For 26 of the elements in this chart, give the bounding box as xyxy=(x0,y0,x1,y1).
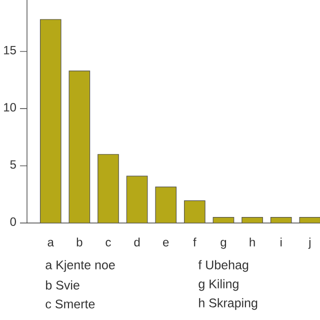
x-tick-label: d xyxy=(134,238,140,246)
x-tick-label: b xyxy=(76,238,82,246)
y-tick-label: 15 xyxy=(4,46,16,54)
y-tick-label: 5 xyxy=(10,160,16,169)
x-tick-label: f xyxy=(193,238,196,246)
y-tick-label: 0 xyxy=(10,217,16,226)
x-tick-label: i xyxy=(280,238,282,246)
text: f Ubehag xyxy=(198,260,248,272)
bar xyxy=(40,19,62,223)
text: a Kjente noe xyxy=(46,260,115,272)
text: g Kiling xyxy=(198,279,238,291)
bar xyxy=(98,154,119,223)
x-tick-label: j xyxy=(308,238,310,249)
text: h Skraping xyxy=(199,298,258,310)
x-tick-label: g xyxy=(220,240,226,249)
bar xyxy=(155,186,177,223)
y-tick-label: 10 xyxy=(4,103,16,112)
text: b Svie xyxy=(46,280,80,290)
x-tick-label: e xyxy=(163,240,169,246)
bar xyxy=(184,200,206,223)
x-tick-label: a xyxy=(48,240,54,246)
x-tick-label: c xyxy=(106,240,111,246)
bar xyxy=(68,70,90,223)
bar xyxy=(126,176,148,223)
text: c Smerte xyxy=(46,300,95,308)
x-tick-label: h xyxy=(250,238,255,246)
